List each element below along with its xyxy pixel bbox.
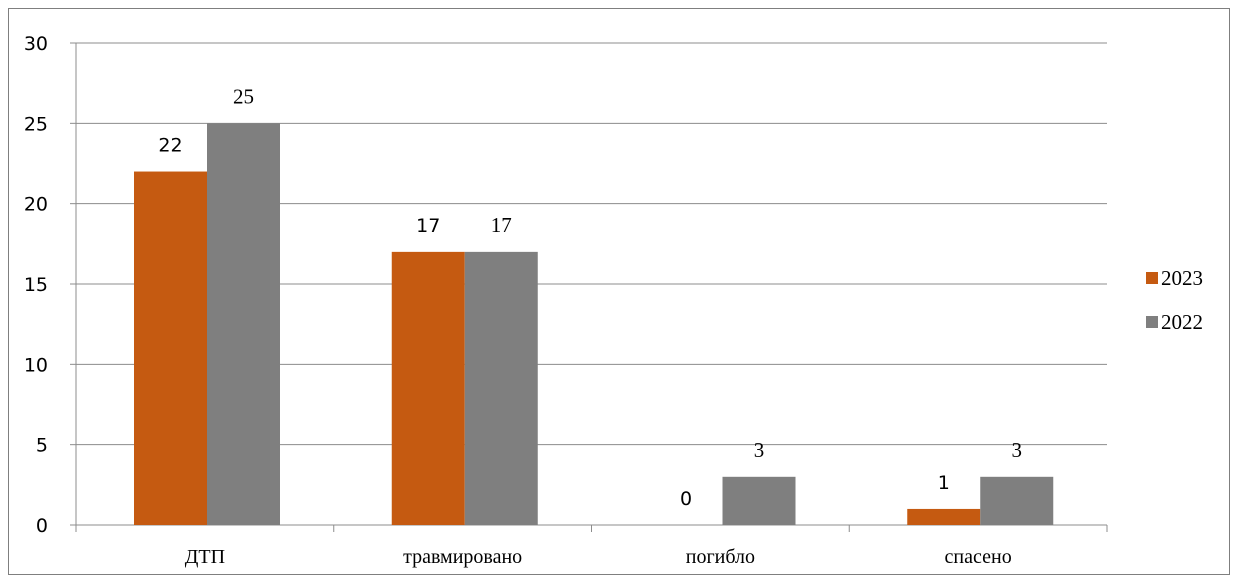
bar-2022-2 — [722, 476, 796, 525]
data-label: 3 — [754, 438, 765, 462]
xtick-label: погибло — [686, 546, 755, 568]
xtick-label: ДТП — [185, 546, 225, 568]
data-label: 17 — [491, 213, 512, 237]
legend-label: 2023 — [1161, 266, 1203, 290]
bar-2023-3 — [907, 508, 981, 525]
ytick-label: 5 — [36, 435, 48, 457]
ytick-label: 10 — [24, 354, 48, 376]
legend: 2023 2022 — [1146, 266, 1203, 334]
bar-2022-1 — [464, 251, 538, 525]
legend-swatch — [1146, 316, 1158, 328]
data-label: 17 — [416, 215, 440, 237]
bars — [134, 123, 1054, 526]
legend-swatch — [1146, 272, 1158, 284]
data-labels: 22 17 0 1 25 17 3 3 — [158, 84, 1022, 510]
ytick-label: 20 — [24, 194, 48, 216]
xtick-label: травмировано — [403, 546, 522, 568]
data-label: 0 — [680, 488, 692, 510]
data-label: 1 — [938, 472, 950, 494]
legend-label: 2022 — [1161, 310, 1203, 334]
ytick-label: 15 — [24, 274, 48, 296]
bar-2022-3 — [980, 476, 1054, 525]
bar-2023-0 — [134, 171, 207, 526]
ytick-label: 25 — [24, 113, 48, 135]
xtick-label: спасено — [945, 546, 1012, 568]
data-label: 25 — [233, 84, 254, 108]
legend-item-2023: 2023 — [1146, 266, 1203, 290]
ytick-label: 30 — [24, 33, 48, 55]
data-label: 22 — [158, 135, 182, 157]
legend-item-2022: 2022 — [1146, 310, 1203, 334]
data-label: 3 — [1012, 438, 1023, 462]
bar-2023-1 — [391, 251, 465, 525]
bar-2022-0 — [207, 123, 280, 525]
ytick-label: 0 — [36, 515, 48, 537]
